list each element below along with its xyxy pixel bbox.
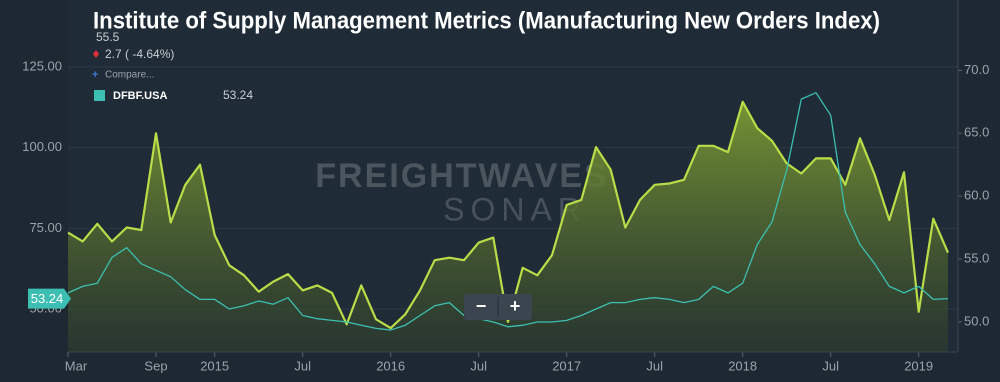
x-tick-label: 2017 xyxy=(552,358,581,373)
series-line xyxy=(67,100,950,330)
chart-title: Institute of Supply Management Metrics (… xyxy=(93,7,880,34)
x-tick-label: Jul xyxy=(646,358,663,373)
series-line xyxy=(67,92,949,331)
area-fill xyxy=(68,101,948,352)
y2-tick-label: 65.0 xyxy=(964,125,989,140)
x-tick-label: Jul xyxy=(470,358,487,373)
legend-change: 2.7 ( -4.64%) xyxy=(105,47,174,61)
y-tick-label: 100.00 xyxy=(22,139,62,154)
y-tick-label: 75.00 xyxy=(29,220,62,235)
current-value-box xyxy=(28,288,71,309)
x-tick-label: Mar xyxy=(65,358,88,373)
y-tick-label: 125.00 xyxy=(22,58,62,73)
legend-label: DFBF.USA xyxy=(113,90,167,102)
x-tick-label: Jul xyxy=(822,358,839,373)
x-tick-label: 2016 xyxy=(376,358,405,373)
x-tick-label: 2018 xyxy=(728,358,757,373)
legend-value: 55.5 xyxy=(96,30,120,44)
current-value-label: 53.24 xyxy=(31,291,64,306)
y2-tick-label: 55.0 xyxy=(964,250,989,265)
compare-icon[interactable]: + xyxy=(92,69,98,81)
x-tick-label: 2015 xyxy=(200,358,229,373)
y2-tick-label: 50.0 xyxy=(964,313,989,328)
watermark: FREIGHTWAVES xyxy=(315,157,609,195)
x-tick-label: Sep xyxy=(144,358,167,373)
y2-tick-label: 70.0 xyxy=(964,62,989,77)
legend-series-value: 53.24 xyxy=(223,88,253,102)
zoom-in-button[interactable]: + xyxy=(510,296,521,316)
zoom-out-button[interactable]: − xyxy=(476,296,487,316)
compare-link[interactable]: Compare... xyxy=(105,70,154,81)
down-icon xyxy=(93,50,99,58)
x-tick-label: Jul xyxy=(294,358,311,373)
zoom-controls: − + xyxy=(464,294,532,320)
plot xyxy=(67,92,950,352)
x-tick-label: 2019 xyxy=(904,358,933,373)
legend-swatch xyxy=(94,90,105,101)
watermark: SONAR xyxy=(443,191,587,227)
y2-tick-label: 60.0 xyxy=(964,188,989,203)
